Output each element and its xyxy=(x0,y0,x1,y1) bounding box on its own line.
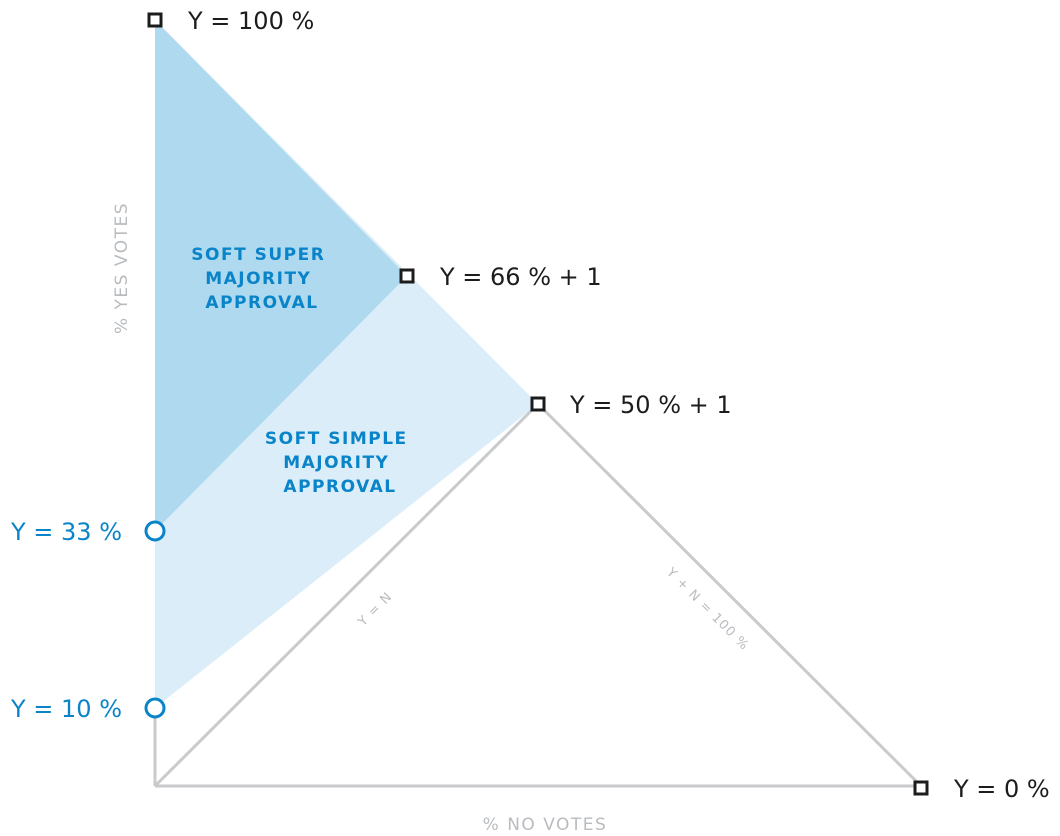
x-axis-label: % NO VOTES xyxy=(483,815,608,835)
marker-y66 xyxy=(399,268,415,284)
label-y50: Y = 50 % + 1 xyxy=(569,391,732,419)
y-equals-n-label: Y = N xyxy=(355,589,396,630)
soft-simple-majority-line-1: SOFT SIMPLE xyxy=(265,429,408,449)
marker-y33 xyxy=(144,520,166,542)
y-plus-n-label: Y + N = 100 % xyxy=(662,565,751,654)
soft-super-majority-label: SOFT SUPER MAJORITY APPROVAL xyxy=(191,245,332,313)
marker-y10 xyxy=(144,697,166,719)
y-axis-label: % YES VOTES xyxy=(112,202,132,334)
soft-simple-majority-line-3: APPROVAL xyxy=(283,477,396,497)
label-y66: Y = 66 % + 1 xyxy=(439,263,602,291)
label-y0: Y = 0 % xyxy=(953,775,1050,803)
soft-super-majority-line-2: MAJORITY xyxy=(205,269,311,289)
marker-y50 xyxy=(530,396,546,412)
label-y100: Y = 100 % xyxy=(187,7,314,35)
soft-simple-majority-line-2: MAJORITY xyxy=(283,453,389,473)
soft-super-majority-region xyxy=(155,20,407,531)
y-plus-n-line xyxy=(536,402,923,788)
marker-y100 xyxy=(147,12,163,28)
y-equals-n-line xyxy=(153,402,540,788)
soft-simple-majority-label: SOFT SIMPLE MAJORITY APPROVAL xyxy=(265,429,415,497)
marker-y0 xyxy=(913,780,929,796)
soft-super-majority-line-1: SOFT SUPER xyxy=(191,245,325,265)
label-y10: Y = 10 % xyxy=(10,695,122,723)
label-y33: Y = 33 % xyxy=(10,518,122,546)
soft-super-majority-line-3: APPROVAL xyxy=(205,293,318,313)
